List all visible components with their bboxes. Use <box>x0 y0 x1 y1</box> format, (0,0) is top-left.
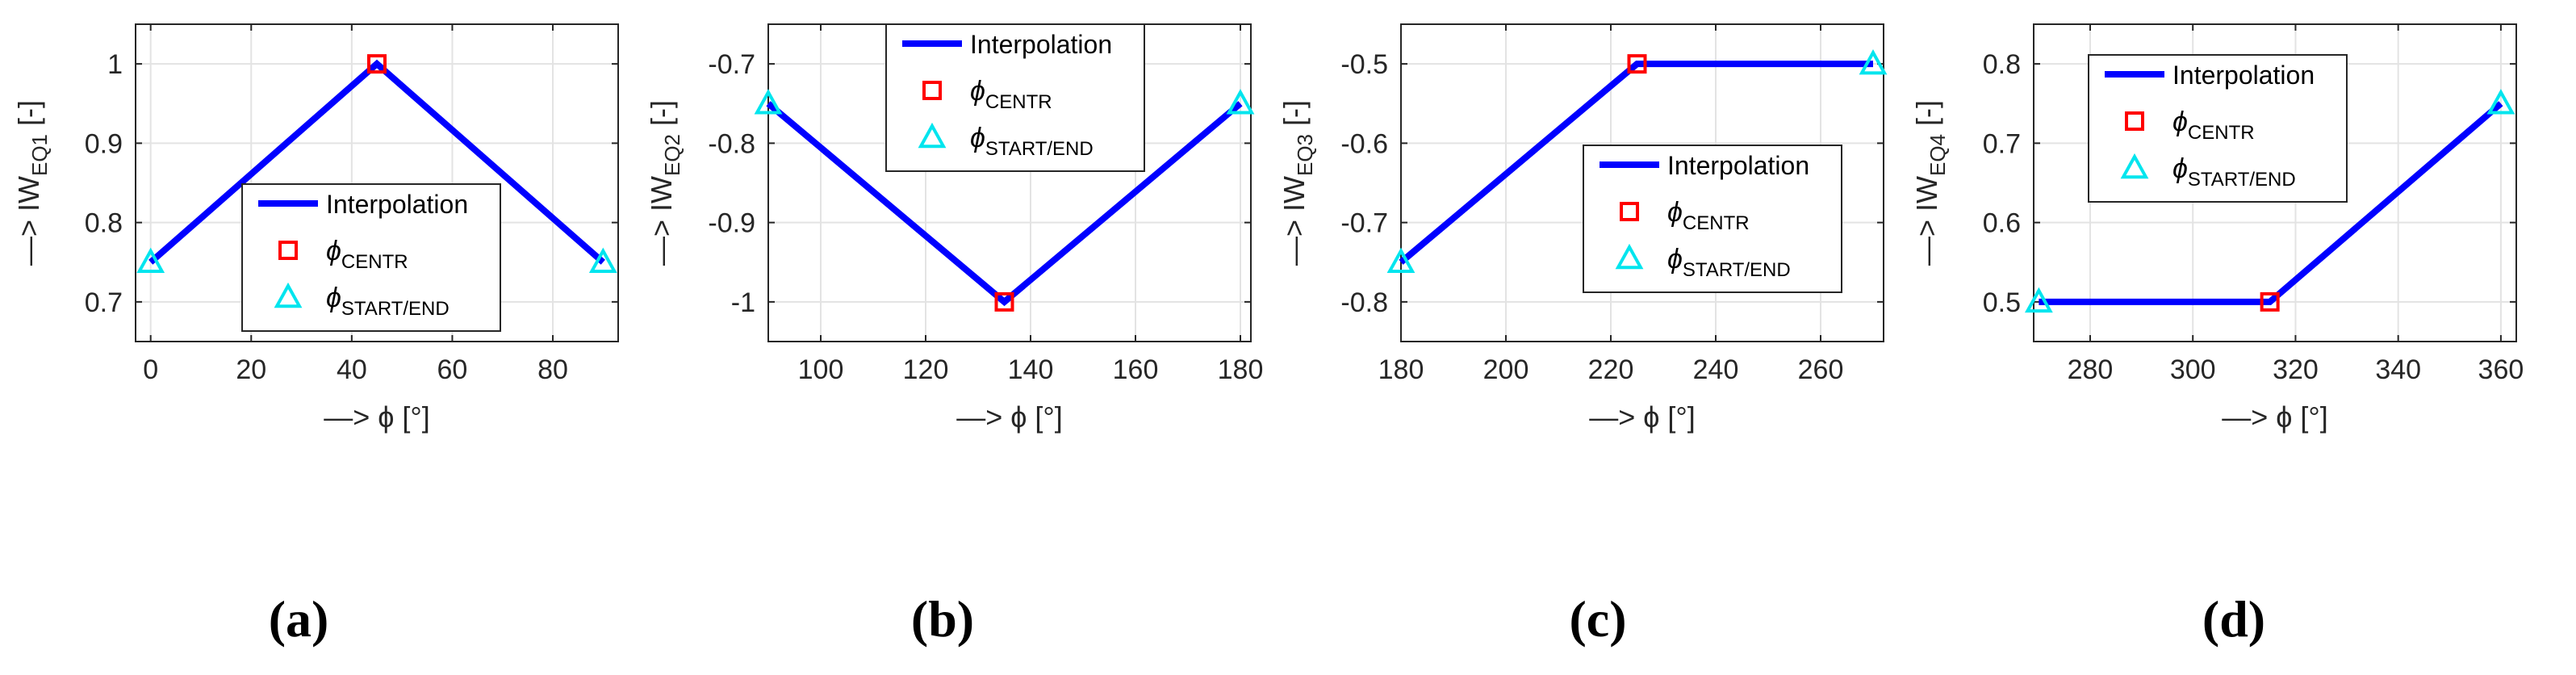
y-tick-label: 0.7 <box>1983 128 2021 159</box>
x-axis-label: —> ϕ [°] <box>2222 400 2328 434</box>
endpoint-marker <box>1859 49 1888 75</box>
center-marker <box>994 291 1014 312</box>
legend-label-interpolation: Interpolation <box>326 190 468 219</box>
panel-caption-c: (c) <box>1569 590 1626 648</box>
legend-label-centr: ϕCENTR <box>326 236 408 273</box>
legend-endpoint-swatch <box>918 122 947 149</box>
legend-label-centr: ϕCENTR <box>1667 197 1750 234</box>
y-axis-label: —> IWEQ2 [-] <box>645 100 684 266</box>
legend-center-swatch <box>1620 202 1639 221</box>
x-tick-label: 180 <box>1378 354 1424 385</box>
legend-label-start-end: ϕSTART/END <box>970 123 1094 160</box>
y-tick-label: 0.8 <box>1983 49 2021 80</box>
legend-endpoint-swatch <box>274 282 303 308</box>
x-axis-label: —> ϕ [°] <box>324 400 430 434</box>
x-tick-label: 120 <box>903 354 949 385</box>
endpoint-marker <box>136 247 165 273</box>
legend-endpoint-swatch <box>2120 153 2149 179</box>
legend-label-centr: ϕCENTR <box>2172 107 2255 144</box>
y-tick-label: -0.7 <box>1340 208 1388 239</box>
y-axis-label: —> IWEQ4 [-] <box>1910 100 1950 266</box>
y-tick-label: 0.6 <box>1983 208 2021 239</box>
endpoint-marker <box>1386 247 1416 273</box>
y-axis-label: —> IWEQ3 [-] <box>1278 100 1317 266</box>
x-tick-label: 140 <box>1008 354 1054 385</box>
y-tick-label: -0.7 <box>708 49 755 80</box>
legend: Interpolation ϕCENTR ϕSTART/END <box>1583 145 1842 293</box>
interpolation-line <box>148 59 605 265</box>
y-tick-label: -0.5 <box>1340 49 1388 80</box>
panel-d: 280 300 320 340 360 0.5 0.6 0.7 0.8 —> ϕ [°] —> IW… <box>1910 23 2524 434</box>
x-tick-label: 280 <box>2068 354 2114 385</box>
x-tick-label: 200 <box>1483 354 1529 385</box>
x-tick-label: 100 <box>798 354 844 385</box>
x-tick-label: 80 <box>537 354 568 385</box>
interpolation-line <box>2039 101 2503 305</box>
x-tick-label: 0 <box>143 354 158 385</box>
endpoint-marker <box>754 89 783 115</box>
y-tick-label: -0.6 <box>1340 128 1388 159</box>
x-tick-label: 220 <box>1588 354 1634 385</box>
x-tick-label: 320 <box>2273 354 2319 385</box>
y-tick-label: 1 <box>107 49 123 80</box>
endpoint-marker <box>588 247 617 273</box>
axes-box <box>1400 23 1884 342</box>
legend-center-swatch <box>278 241 298 260</box>
legend-label-start-end: ϕSTART/END <box>2172 153 2296 191</box>
panel-b: 100 120 140 160 180 -1 -0.9 -0.8 -0.7 —> ϕ [°] —> … <box>645 23 1264 434</box>
y-tick-label: -0.8 <box>1340 287 1388 318</box>
interpolation-line <box>1399 61 1873 265</box>
y-tick-label: 0.5 <box>1983 287 2021 318</box>
endpoint-marker <box>1226 89 1255 115</box>
endpoint-marker <box>2024 287 2053 313</box>
interpolation-line <box>766 101 1243 307</box>
y-axis-label: —> IWEQ1 [-] <box>12 100 52 266</box>
center-marker <box>2260 291 2280 312</box>
legend-center-swatch <box>2125 111 2144 131</box>
y-tick-label: -0.8 <box>708 128 755 159</box>
legend-label-start-end: ϕSTART/END <box>326 283 450 320</box>
legend-label-interpolation: Interpolation <box>1667 151 1809 180</box>
x-tick-label: 340 <box>2375 354 2421 385</box>
y-tick-label: -0.9 <box>708 208 755 239</box>
y-tick-label: 0.8 <box>85 208 123 239</box>
x-tick-label: 300 <box>2170 354 2216 385</box>
panel-c: 180 200 220 240 260 -0.8 -0.7 -0.6 -0.5 —> ϕ [°] —… <box>1278 23 1888 434</box>
panel-caption-a: (a) <box>269 590 329 648</box>
legend-label-interpolation: Interpolation <box>970 30 1112 59</box>
x-tick-label: 160 <box>1113 354 1159 385</box>
legend-endpoint-swatch <box>1615 243 1644 270</box>
panel-caption-d: (d) <box>2202 590 2265 648</box>
x-axis-label: —> ϕ [°] <box>956 400 1063 434</box>
legend: Interpolation ϕCENTR ϕSTART/END <box>241 183 501 332</box>
legend-label-interpolation: Interpolation <box>2172 61 2315 90</box>
legend-label-centr: ϕCENTR <box>970 76 1052 113</box>
x-tick-label: 180 <box>1218 354 1264 385</box>
legend-center-swatch <box>922 81 942 100</box>
legend-label-start-end: ϕSTART/END <box>1667 244 1791 281</box>
axes-box <box>135 23 619 342</box>
x-tick-label: 260 <box>1798 354 1844 385</box>
x-tick-label: 20 <box>236 354 266 385</box>
x-tick-label: 240 <box>1693 354 1739 385</box>
y-tick-label: -1 <box>731 287 755 318</box>
x-tick-label: 60 <box>437 354 468 385</box>
y-tick-label: 0.9 <box>85 128 123 159</box>
axes-box <box>2033 23 2517 342</box>
panel-caption-b: (b) <box>911 590 974 648</box>
endpoint-marker <box>2486 89 2515 115</box>
x-tick-label: 360 <box>2478 354 2524 385</box>
legend: Interpolation ϕCENTR ϕSTART/END <box>2088 54 2348 203</box>
panel-a: 0 20 40 60 80 0.7 0.8 0.9 1 —> ϕ [°] —> IWEQ1 [-] I… <box>12 23 619 434</box>
legend: Interpolation ϕCENTR ϕSTART/END <box>885 23 1145 172</box>
x-tick-label: 40 <box>337 354 367 385</box>
center-marker <box>1627 54 1647 74</box>
center-marker <box>367 54 387 74</box>
x-axis-label: —> ϕ [°] <box>1589 400 1696 434</box>
y-tick-label: 0.7 <box>85 287 123 318</box>
